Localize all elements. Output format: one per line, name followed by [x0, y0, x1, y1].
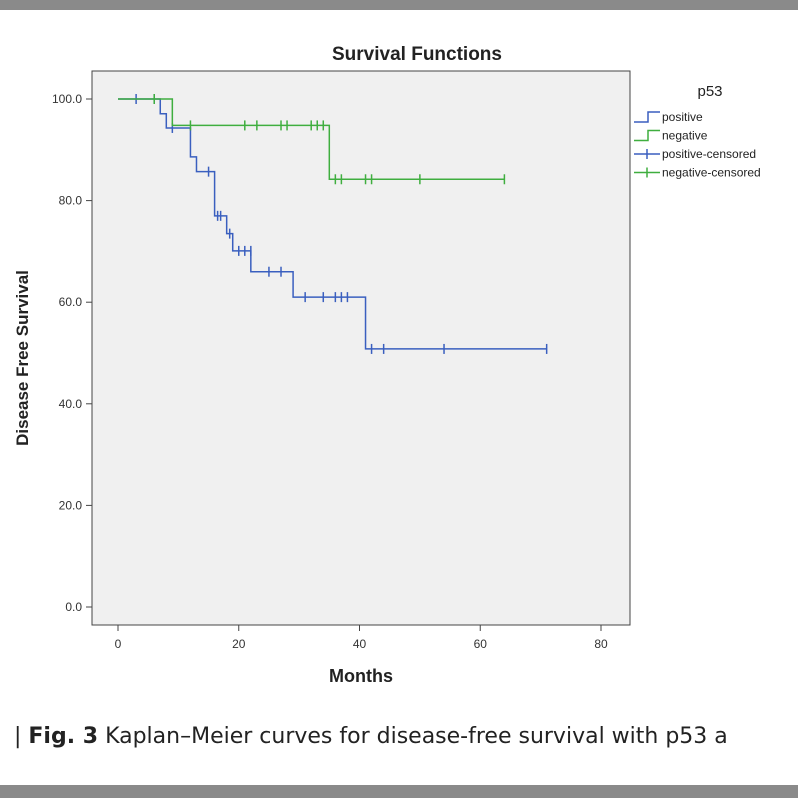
- y-tick-label: 40.0: [59, 397, 83, 411]
- plot-area: [91, 70, 631, 626]
- legend-title: p53: [697, 83, 722, 100]
- y-tick-label: 80.0: [59, 194, 83, 208]
- survival-curve-negative: [118, 98, 505, 181]
- x-tick-label: 80: [594, 637, 608, 651]
- caption-text: Kaplan–Meier curves for disease-free sur…: [105, 724, 728, 749]
- legend-swatch: [634, 111, 660, 123]
- legend-label: positive-censored: [662, 147, 756, 161]
- survival-chart: Survival Functions Months Disease Free S…: [13, 44, 761, 686]
- y-tick-label: 0.0: [65, 600, 82, 614]
- legend-label: negative-censored: [662, 166, 761, 180]
- x-tick-label: 40: [353, 637, 367, 651]
- y-tick-label: 60.0: [59, 295, 83, 309]
- chart-title: Survival Functions: [332, 44, 502, 65]
- caption-fig-label: Fig. 3: [28, 724, 99, 749]
- y-axis-label: Disease Free Survival: [13, 270, 32, 446]
- x-tick-label: 20: [232, 637, 246, 651]
- legend-label: positive: [662, 110, 703, 124]
- bottom-border-band: [0, 785, 798, 798]
- legend-label: negative: [662, 129, 708, 143]
- legend-swatch: [634, 129, 660, 142]
- y-tick-label: 100.0: [52, 92, 82, 106]
- x-axis-label: Months: [329, 666, 393, 686]
- top-border-band: [0, 0, 798, 10]
- x-tick-label: 60: [474, 637, 488, 651]
- figure-caption: | Fig. 3 Kaplan–Meier curves for disease…: [14, 724, 728, 749]
- y-tick-label: 20.0: [59, 498, 83, 512]
- x-tick-label: 0: [115, 637, 122, 651]
